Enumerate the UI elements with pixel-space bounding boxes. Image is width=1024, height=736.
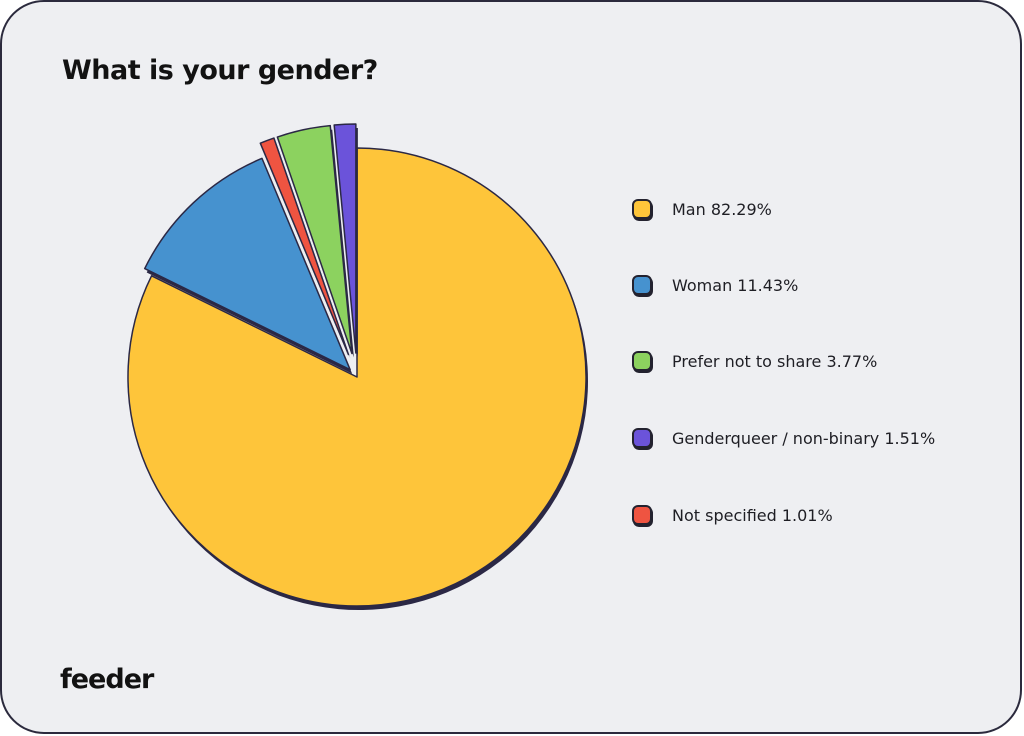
- legend-item-prefer-not-to-share: Prefer not to share 3.77%: [632, 347, 992, 375]
- legend-item-genderqueer: Genderqueer / non-binary 1.51%: [632, 424, 992, 452]
- legend-item-woman: Woman 11.43%: [632, 271, 992, 299]
- pie-slice-not-specified: [259, 137, 350, 356]
- legend-swatch-genderqueer: [632, 428, 652, 448]
- legend-label-not-specified: Not specified 1.01%: [672, 505, 833, 525]
- pie-slice-prefer-not-to-share: [276, 124, 353, 355]
- legend-label-genderqueer: Genderqueer / non-binary 1.51%: [672, 428, 936, 448]
- pie-slice-genderqueer-non-binary: [333, 123, 357, 354]
- feeder-logo: feeder: [60, 664, 154, 695]
- legend-label-woman: Woman 11.43%: [672, 275, 799, 295]
- pie-slice-woman: [143, 157, 351, 371]
- legend-item-man: Man 82.29%: [632, 195, 992, 223]
- legend-swatch-man: [632, 199, 652, 219]
- legend-swatch-prefer-not-to-share: [632, 351, 652, 371]
- legend-label-man: Man 82.29%: [672, 199, 772, 219]
- legend-swatch-woman: [632, 275, 652, 295]
- legend-swatch-not-specified: [632, 505, 652, 525]
- legend-label-prefer-not-to-share: Prefer not to share 3.77%: [672, 351, 878, 371]
- pie-slice-man: [127, 147, 587, 607]
- legend-item-not-specified: Not specified 1.01%: [632, 501, 992, 529]
- chart-title: What is your gender?: [62, 55, 378, 86]
